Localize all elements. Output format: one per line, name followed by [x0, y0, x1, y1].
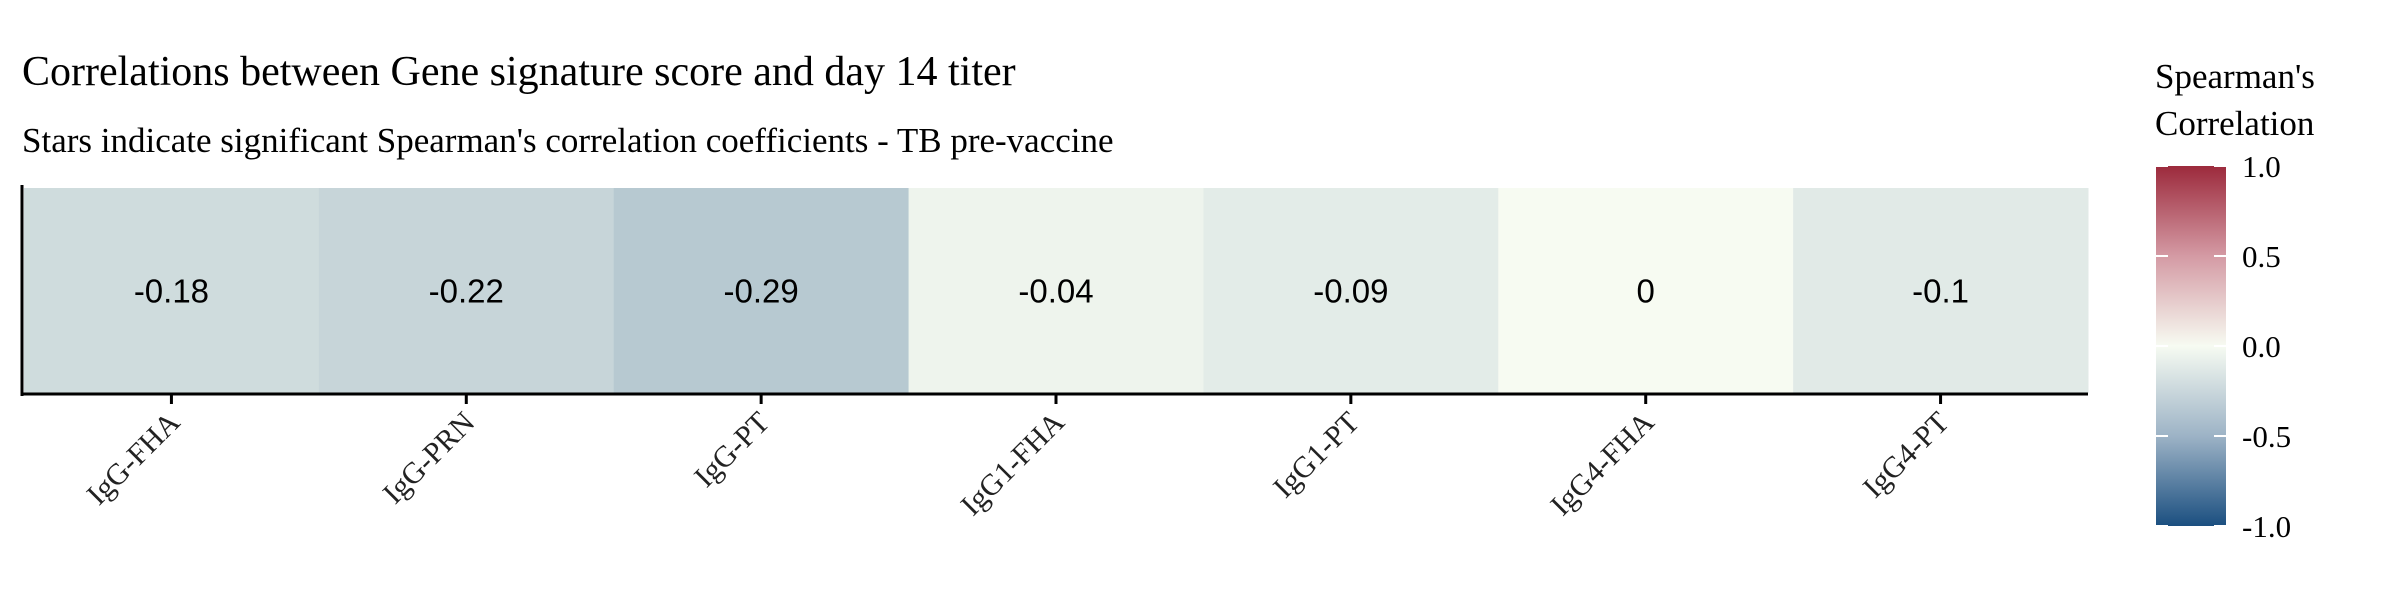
x-tick-label: IgG-PRN [377, 406, 482, 511]
heatmap-value-label: -0.18 [134, 273, 209, 310]
colorbar-title-line1: Spearman's [2155, 57, 2315, 96]
chart-subtitle: Stars indicate significant Spearman's co… [22, 121, 1114, 160]
x-tick-label: IgG-FHA [81, 405, 187, 511]
heatmap-value-label: 0 [1637, 273, 1655, 310]
heatmap-cell [318, 188, 615, 393]
heatmap-value-labels: -0.18 -0.22 -0.29 -0.04 -0.09 0 -0.1 [134, 273, 1969, 310]
heatmap-value-label: -0.1 [1912, 273, 1969, 310]
colorbar-tick-label: 0.0 [2242, 329, 2281, 364]
colorbar-tick-label: -1.0 [2242, 509, 2291, 544]
colorbar-title-line2: Correlation [2155, 104, 2314, 143]
heatmap-cell [613, 188, 910, 393]
colorbar-tick-label: 0.5 [2242, 239, 2281, 274]
heatmap-cells [24, 188, 2089, 393]
x-tick-label: IgG1-FHA [955, 405, 1072, 522]
colorbar-tick-labels: 1.0 0.5 0.0 -0.5 -1.0 [2242, 149, 2291, 544]
x-axis-tick-labels: IgG-FHA IgG-PRN IgG-PT IgG1-FHA IgG1-PT IgG4-… [81, 405, 1956, 522]
heatmap-cell [908, 188, 1204, 393]
x-tick-label: IgG1-PT [1267, 406, 1366, 505]
heatmap-cell [1498, 188, 1794, 393]
heatmap-cell [1793, 188, 2089, 393]
heatmap-value-label: -0.22 [429, 273, 504, 310]
heatmap-value-label: -0.29 [724, 273, 799, 310]
chart-title: Correlations between Gene signature scor… [22, 49, 1016, 95]
x-tick-label: IgG4-FHA [1544, 405, 1661, 522]
colorbar-ticks [2156, 165, 2226, 527]
heatmap-cell [24, 188, 320, 393]
x-axis-ticks [169, 394, 1943, 404]
colorbar-tick-label: 1.0 [2242, 149, 2281, 184]
x-tick-label: IgG-PT [688, 406, 776, 494]
heatmap-value-label: -0.04 [1018, 273, 1093, 310]
heatmap-value-label: -0.09 [1313, 273, 1388, 310]
colorbar-tick-label: -0.5 [2242, 419, 2291, 454]
heatmap-cell [1203, 188, 1499, 393]
x-tick-label: IgG4-PT [1857, 406, 1956, 505]
